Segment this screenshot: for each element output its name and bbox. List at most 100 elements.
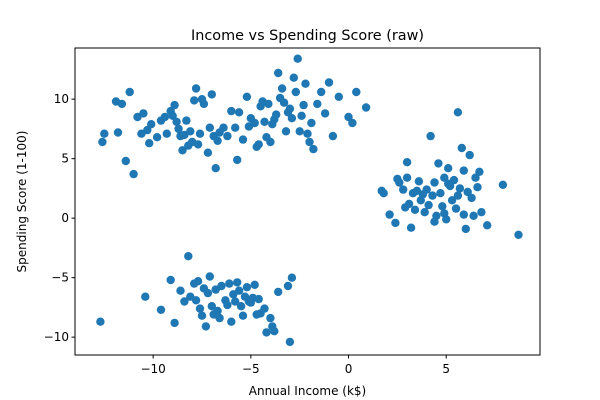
data-point [287, 114, 297, 123]
data-point [324, 78, 334, 87]
data-point [459, 210, 468, 219]
data-point [274, 68, 283, 78]
data-point [453, 191, 463, 200]
data-point [129, 169, 138, 179]
data-point [301, 79, 310, 88]
plot-frame [74, 47, 541, 356]
data-point [152, 133, 162, 142]
data-point [451, 204, 461, 213]
data-point [414, 177, 424, 186]
data-point [170, 318, 179, 328]
data-point [182, 116, 191, 125]
data-point [391, 218, 400, 228]
data-point [203, 288, 213, 298]
data-point [410, 205, 420, 214]
data-point [190, 96, 199, 105]
data-point [117, 99, 127, 109]
data-point [313, 99, 322, 109]
data-point [213, 306, 222, 316]
data-point [270, 327, 279, 336]
data-point [514, 230, 523, 239]
data-point [234, 108, 244, 117]
data-point [96, 317, 105, 326]
data-point [277, 84, 287, 93]
data-point [143, 125, 152, 135]
data-point [139, 109, 148, 118]
data-point [420, 208, 429, 217]
data-point [166, 275, 175, 285]
data-point [233, 155, 242, 165]
data-point [250, 118, 259, 128]
data-point [430, 217, 439, 226]
data-point [426, 131, 435, 141]
data-point [252, 310, 261, 319]
x-axis-label: Annual Income (k$) [249, 384, 366, 398]
data-point [344, 112, 353, 122]
data-point [317, 87, 326, 97]
data-point [156, 305, 166, 314]
data-point [195, 304, 205, 313]
data-point [195, 129, 205, 138]
data-point [477, 208, 486, 217]
data-point [227, 317, 236, 326]
data-point [285, 104, 295, 113]
data-point [197, 311, 207, 320]
data-point [162, 129, 171, 138]
data-point [465, 150, 474, 160]
data-point [455, 184, 465, 193]
data-point [473, 183, 482, 192]
data-point [287, 273, 297, 282]
data-point [223, 300, 232, 310]
data-point [272, 110, 281, 119]
data-point [469, 211, 478, 220]
data-point [264, 99, 273, 109]
data-point [352, 87, 361, 97]
y-tick-label: 0 [61, 211, 69, 225]
y-axis-label: Spending Score (1-100) [15, 131, 29, 273]
x-axis-ticks: −10 −5 0 5 [140, 355, 450, 376]
data-point [262, 328, 271, 337]
data-point [201, 322, 211, 331]
data-point [379, 189, 388, 198]
data-point [467, 193, 476, 203]
data-point [438, 202, 447, 211]
data-point [227, 106, 236, 116]
data-point [236, 302, 246, 311]
data-point [395, 178, 404, 187]
data-point [293, 54, 302, 63]
data-point [205, 123, 214, 132]
data-point [299, 100, 308, 110]
data-point [291, 87, 300, 97]
data-point [471, 173, 480, 182]
data-point [274, 287, 283, 297]
data-point [205, 272, 214, 281]
data-point [242, 283, 252, 292]
data-point [176, 286, 185, 295]
data-point [281, 127, 291, 136]
data-point [440, 209, 449, 218]
data-point [309, 144, 318, 154]
data-point [193, 140, 203, 149]
data-point [463, 187, 472, 197]
chart-title: Income vs Spending Score (raw) [191, 28, 424, 44]
data-point [328, 131, 338, 141]
data-point [307, 118, 316, 128]
data-point [160, 112, 170, 122]
y-tick-label: −10 [44, 330, 69, 344]
data-point [254, 140, 263, 149]
data-point [250, 280, 259, 289]
data-point [422, 185, 431, 194]
data-point [234, 286, 244, 295]
data-point [453, 108, 463, 117]
data-point [223, 131, 232, 141]
data-point [297, 111, 306, 121]
data-point [211, 164, 220, 173]
data-point [193, 277, 203, 286]
data-point [444, 164, 453, 173]
data-point [320, 109, 330, 118]
data-point [180, 297, 189, 306]
y-tick-label: 5 [61, 152, 69, 166]
x-tick-label: 0 [345, 362, 353, 376]
data-point [98, 137, 107, 147]
